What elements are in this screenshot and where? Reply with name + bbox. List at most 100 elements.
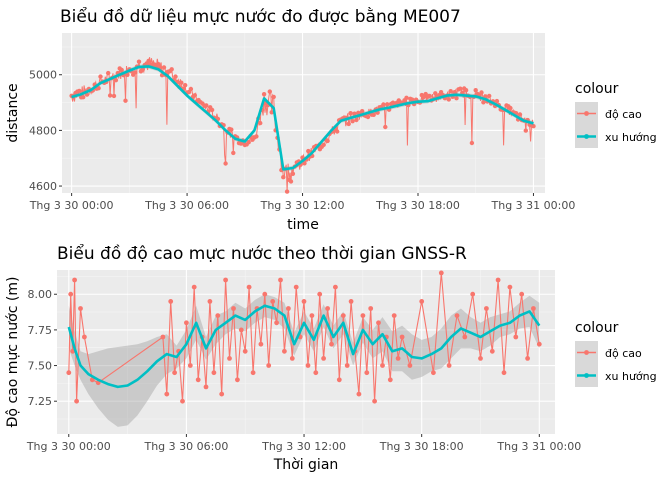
series-do-cao-point: [335, 129, 340, 134]
y-tick-label: 8.00: [28, 288, 53, 301]
series-do-cao-point: [309, 313, 315, 318]
series-do-cao-point: [132, 70, 138, 75]
series-do-cao-point: [387, 377, 393, 383]
series-do-cao-point: [356, 391, 362, 397]
series-do-cao-line: [68, 272, 540, 402]
series-do-cao-point: [195, 377, 201, 383]
series-do-cao-point: [460, 90, 465, 95]
chart2-marks: [66, 270, 542, 427]
series-do-cao-point: [407, 363, 413, 368]
series-do-cao-point: [278, 277, 283, 283]
series-do-cao-point: [191, 284, 197, 290]
chart1-legend-label-do-cao: độ cao: [605, 108, 642, 121]
series-do-cao-point: [231, 306, 236, 311]
series-do-cao-point: [173, 74, 178, 79]
series-do-cao-point: [289, 356, 295, 361]
series-do-cao-point: [290, 171, 296, 176]
chart-gnss-r: Biểu đồ độ cao mực nước theo thời gian G…: [5, 243, 657, 473]
series-do-cao-point: [211, 370, 217, 376]
series-do-cao-point: [235, 377, 240, 383]
chart2-legend-label-do-cao: độ cao: [605, 347, 642, 360]
series-do-cao-point: [489, 348, 495, 354]
series-do-cao-point: [321, 142, 326, 147]
series-do-cao-point: [254, 134, 259, 139]
chart2-x-axis-title: Thời gian: [273, 457, 339, 473]
series-do-cao-point: [266, 363, 272, 368]
series-do-cao-point: [106, 70, 111, 76]
series-do-cao-point: [438, 270, 444, 276]
series-do-cao-point: [140, 67, 145, 72]
chart2-y-axis-title: Độ cao mực nước (m): [5, 277, 21, 428]
series-do-cao-point: [271, 94, 276, 100]
series-do-cao-point: [487, 93, 492, 99]
x-tick-label: Thg 3 30 18:00: [375, 199, 460, 212]
series-do-cao-point: [306, 148, 311, 154]
series-do-cao-point: [385, 102, 390, 107]
series-do-cao-point: [404, 95, 409, 101]
series-do-cao-point: [164, 391, 170, 397]
legend-key-point-do-cao: [584, 111, 589, 116]
series-do-cao-point: [282, 348, 287, 354]
series-do-cao-point: [267, 89, 272, 94]
series-do-cao-point: [293, 284, 299, 290]
series-do-cao-point: [410, 97, 415, 102]
series-do-cao-point: [360, 109, 365, 114]
series-do-cao-point: [286, 306, 291, 311]
series-do-cao-point: [223, 277, 229, 283]
series-do-cao-point: [66, 370, 72, 376]
series-do-cao-point: [458, 86, 463, 91]
series-do-cao-point: [156, 61, 161, 67]
chart2-legend-title: colour: [575, 320, 619, 336]
x-tick-label: Thg 3 30 00:00: [26, 440, 111, 453]
series-do-cao-point: [372, 398, 377, 404]
series-do-cao-point: [258, 120, 263, 126]
x-tick-label: Thg 3 30 18:00: [379, 440, 464, 453]
series-do-cao-point: [368, 306, 374, 311]
series-do-cao-point: [113, 78, 119, 83]
chart1-gridlines: [62, 33, 545, 193]
series-do-cao-point: [269, 110, 274, 115]
legend-key-point-do-cao: [584, 350, 589, 355]
chart1-y-ticks: 4600 4800 5000: [29, 69, 62, 193]
x-tick-label: Thg 3 30 06:00: [143, 440, 228, 453]
series-do-cao-point: [215, 313, 221, 318]
series-do-cao-point: [238, 327, 244, 333]
series-do-cao-point: [360, 313, 366, 318]
series-do-cao-point: [494, 98, 500, 104]
series-do-cao-point: [125, 72, 130, 78]
chart-me007: Biểu đồ dữ liệu mực nước đo được bằng ME…: [5, 6, 657, 233]
series-do-cao-point: [348, 111, 353, 116]
series-do-cao-point: [348, 299, 354, 304]
series-do-cao-point: [301, 299, 307, 304]
series-do-cao-point: [172, 370, 178, 376]
series-do-cao-point: [74, 398, 79, 404]
series-do-cao-point: [336, 377, 342, 383]
series-do-cao-point: [536, 341, 542, 347]
series-xu-huong-line: [71, 65, 534, 171]
series-do-cao-point: [346, 121, 351, 127]
series-do-cao-point: [433, 91, 438, 96]
series-do-cao-point: [184, 320, 189, 326]
series-do-cao-point: [81, 95, 86, 100]
x-tick-label: Thg 3 30 12:00: [260, 199, 345, 212]
series-do-cao-point: [399, 334, 405, 340]
series-do-cao-point: [119, 67, 124, 73]
series-do-cao-point: [313, 370, 319, 376]
chart1-legend-title: colour: [575, 81, 619, 97]
chart1-y-axis-title: distance: [5, 83, 21, 142]
series-do-cao-point: [78, 306, 83, 311]
series-do-cao-point: [501, 370, 507, 376]
series-do-cao-point: [473, 88, 478, 93]
series-do-cao-point: [223, 161, 228, 166]
series-do-cao-point: [495, 277, 501, 283]
series-do-cao-point: [180, 398, 185, 404]
series-do-cao-point: [258, 341, 264, 347]
series-do-cao-point: [419, 299, 425, 304]
series-do-cao-point: [513, 334, 519, 340]
y-tick-label: 7.75: [28, 324, 53, 337]
series-do-cao-point: [262, 291, 268, 297]
chart2-legend-label-xu-huong: xu hướng: [605, 370, 657, 383]
series-do-cao-point: [229, 127, 234, 132]
chart1-marks: [69, 57, 536, 194]
